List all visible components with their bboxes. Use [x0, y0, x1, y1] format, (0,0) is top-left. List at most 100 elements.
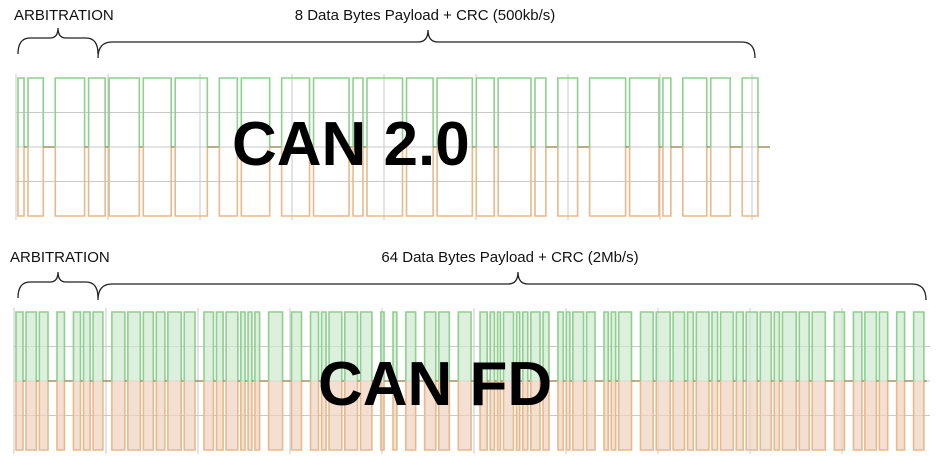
- canh-trace: [254, 311, 261, 381]
- canh-trace: [203, 311, 215, 381]
- canl-trace: [655, 381, 671, 451]
- canl-trace: [366, 147, 404, 217]
- canl-trace: [82, 381, 91, 451]
- pulse-fill: [458, 312, 472, 381]
- pulse-fill: [156, 381, 165, 450]
- canl-trace: [628, 147, 660, 217]
- pulse-fill: [720, 312, 734, 381]
- canl-trace: [719, 381, 735, 451]
- pulse-fill: [711, 312, 718, 381]
- canl-trace: [695, 381, 710, 451]
- canl-trace: [92, 381, 104, 451]
- pulse-fill: [438, 381, 450, 450]
- pulse-fill: [673, 312, 685, 381]
- canh-trace: [457, 311, 472, 381]
- canh-trace: [240, 311, 246, 381]
- canh-trace: [359, 311, 373, 381]
- canh-trace: [380, 311, 385, 381]
- canh-trace: [87, 77, 106, 147]
- canh-trace: [565, 311, 571, 381]
- canl-trace: [155, 381, 166, 451]
- canh-trace: [225, 311, 239, 381]
- canh-trace: [502, 311, 515, 381]
- canl-trace: [773, 381, 781, 451]
- pulse-fill: [156, 312, 165, 381]
- pulse-fill: [604, 312, 609, 381]
- canl-trace: [218, 147, 239, 217]
- canl-trace: [312, 147, 350, 217]
- canh-trace: [405, 311, 417, 381]
- pulse-fill: [673, 381, 685, 450]
- canh-trace: [639, 311, 655, 381]
- canh-trace: [82, 311, 91, 381]
- canl-trace: [497, 147, 532, 217]
- canh-trace: [672, 311, 686, 381]
- canh-trace: [280, 77, 311, 147]
- pulse-fill: [746, 312, 758, 381]
- canl-trace: [741, 147, 759, 217]
- pulse-fill: [687, 312, 694, 381]
- canl-trace: [585, 381, 596, 451]
- pulse-fill: [143, 381, 154, 450]
- pulse-fill: [167, 381, 182, 450]
- pulse-fill: [522, 381, 528, 450]
- canh-trace: [38, 311, 49, 381]
- canl-trace: [352, 147, 364, 217]
- pulse-fill: [503, 312, 514, 381]
- canl-trace: [521, 381, 529, 451]
- pulse-fill: [143, 312, 154, 381]
- canl-trace: [183, 381, 196, 451]
- pulse-fill: [248, 381, 252, 450]
- pulse-fill: [516, 312, 520, 381]
- canl-trace: [798, 381, 811, 451]
- pulse-fill: [480, 381, 488, 450]
- canh-trace: [56, 311, 66, 381]
- pulse-fill: [360, 381, 372, 450]
- pulse-fill: [226, 381, 238, 450]
- pulse-fill: [240, 312, 246, 381]
- pulse-fill: [516, 381, 520, 450]
- pulse-fill: [424, 381, 436, 450]
- canh-trace: [682, 77, 708, 147]
- pulse-fill: [26, 381, 37, 450]
- canl-trace: [56, 381, 66, 451]
- canh-trace: [312, 77, 350, 147]
- pulse-fill: [56, 312, 65, 381]
- pulse-fill: [490, 312, 495, 381]
- canh-trace: [745, 311, 759, 381]
- canl-trace: [639, 381, 655, 451]
- pulse-fill: [774, 312, 780, 381]
- canh-trace: [142, 311, 155, 381]
- arbitration-label: ARBITRATION: [14, 7, 114, 24]
- pulse-fill: [864, 312, 877, 381]
- pulse-fill: [687, 381, 694, 450]
- pulse-fill: [799, 312, 810, 381]
- canl-trace: [833, 381, 846, 451]
- pulse-fill: [254, 312, 260, 381]
- pulse-fill: [344, 381, 358, 450]
- pulse-fill: [696, 312, 709, 381]
- canl-trace: [309, 381, 320, 451]
- canl-trace: [852, 381, 863, 451]
- canl-trace: [457, 381, 472, 451]
- pulse-fill: [812, 381, 826, 450]
- pulse-fill: [503, 381, 514, 450]
- pulse-fill: [39, 312, 48, 381]
- pulse-fill: [618, 312, 632, 381]
- pulse-fill: [321, 312, 327, 381]
- canl-trace: [72, 381, 82, 451]
- canl-trace: [912, 381, 925, 451]
- canl-trace: [475, 147, 496, 217]
- pulse-fill: [380, 381, 385, 450]
- pulse-fill: [572, 312, 584, 381]
- pulse-fill: [490, 381, 495, 450]
- arbitration-label: ARBITRATION: [10, 249, 110, 266]
- canl-trace: [405, 147, 434, 217]
- pulse-fill: [896, 381, 905, 450]
- canl-trace: [617, 381, 633, 451]
- canl-trace: [895, 381, 906, 451]
- pulse-fill: [497, 381, 501, 450]
- pulse-fill: [522, 312, 528, 381]
- pulse-fill: [56, 381, 65, 450]
- canh-trace: [479, 311, 488, 381]
